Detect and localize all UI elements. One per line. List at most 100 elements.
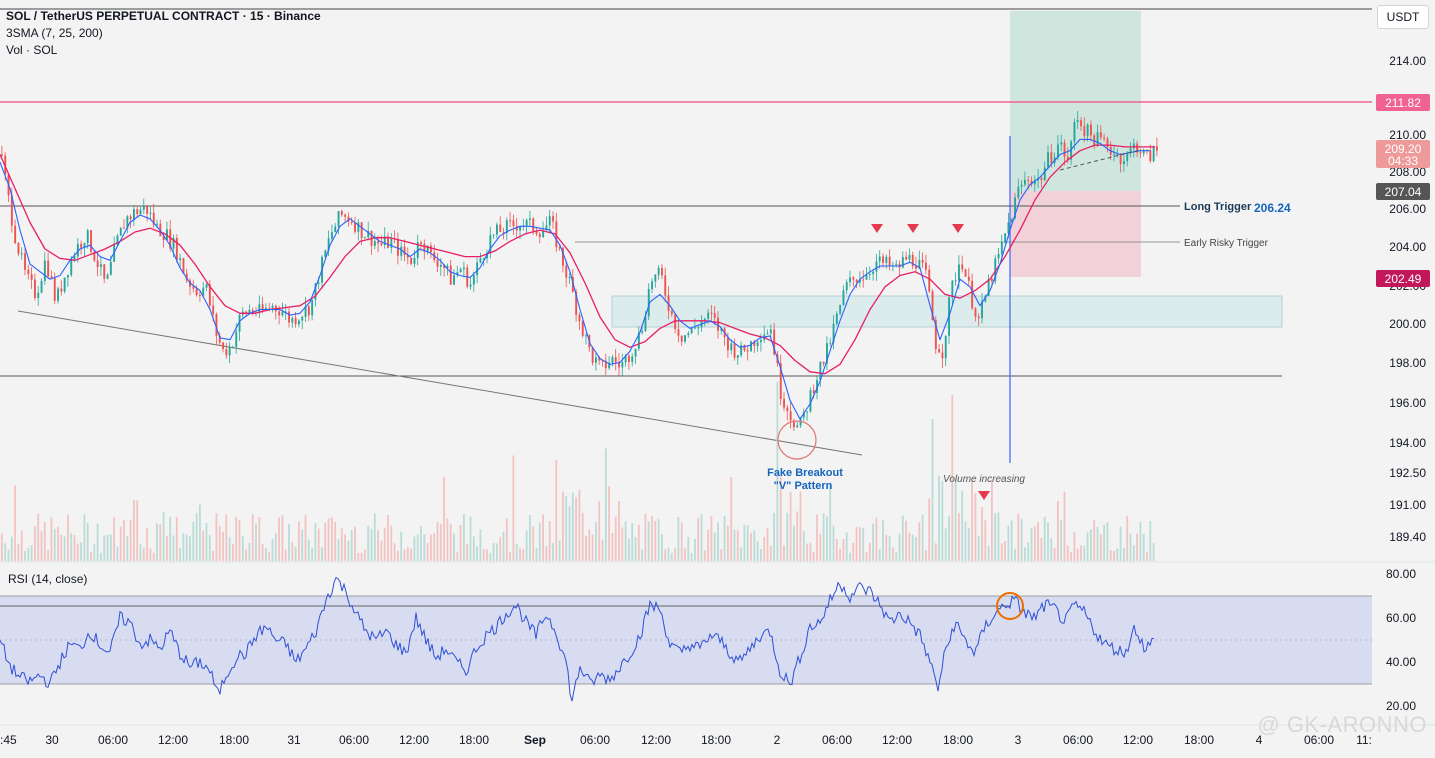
volume-bar	[925, 550, 927, 561]
volume-bar	[169, 516, 172, 561]
candle-body	[657, 268, 660, 275]
volume-bar	[149, 548, 152, 561]
time-tick-label: 18:00	[459, 733, 489, 747]
candle-body	[766, 333, 769, 335]
candle-body	[109, 261, 112, 275]
candle-body	[598, 357, 601, 361]
volume-bar	[545, 545, 548, 561]
time-tick-label: Sep	[524, 733, 546, 747]
volume-bar	[274, 533, 277, 561]
volume-bar	[816, 514, 818, 561]
volume-bar	[595, 522, 597, 561]
candle-body	[651, 281, 653, 290]
candle-body	[852, 277, 855, 280]
volume-bar	[70, 533, 73, 561]
volume-bar	[238, 519, 241, 561]
candle-body	[357, 222, 360, 232]
candle-body	[1142, 150, 1145, 154]
volume-bar	[463, 514, 465, 561]
currency-button[interactable]: USDT	[1377, 5, 1429, 29]
volume-bar	[905, 520, 907, 561]
volume-bar	[492, 543, 495, 561]
candle-body	[146, 205, 149, 214]
volume-bar	[720, 549, 723, 561]
price-badge-label: 202.49	[1385, 272, 1422, 286]
candle-body	[835, 313, 838, 324]
candle-body	[875, 261, 878, 272]
candle-body	[565, 265, 568, 278]
candle-body	[1014, 197, 1016, 219]
long-stop-zone	[1010, 191, 1141, 277]
volume-bar	[743, 524, 746, 561]
volume-bar	[723, 515, 726, 561]
time-tick-label: 2	[774, 733, 781, 747]
candle-body	[63, 277, 66, 292]
volume-bar	[736, 530, 739, 561]
candle-body	[175, 238, 178, 261]
candle-body	[1050, 152, 1053, 163]
candle-body	[463, 267, 465, 270]
volume-bar	[651, 516, 653, 561]
candle-body	[641, 330, 644, 333]
candle-body	[637, 332, 640, 349]
candle-body	[918, 259, 921, 269]
candle-body	[469, 284, 472, 287]
candle-body	[271, 305, 274, 309]
candle-body	[334, 226, 337, 233]
volume-bar	[307, 539, 310, 561]
candle-body	[304, 306, 307, 317]
candle-body	[169, 229, 172, 249]
volume-bar	[614, 516, 617, 561]
candle-body	[47, 260, 50, 277]
volume-bar	[901, 515, 904, 561]
candle-body	[756, 342, 759, 346]
volume-bar	[1066, 545, 1069, 561]
early-trigger-label: Early Risky Trigger	[1184, 238, 1269, 249]
candle-body	[888, 256, 891, 266]
volume-bar	[166, 536, 168, 561]
candle-body	[222, 342, 224, 350]
volume-bar	[558, 540, 561, 561]
volume-legend: Vol · SOL	[6, 43, 58, 57]
candle-body	[684, 335, 686, 342]
volume-bar	[865, 551, 868, 561]
volume-bar	[265, 547, 267, 561]
volume-bar	[1020, 518, 1023, 561]
volume-bar	[773, 512, 775, 561]
volume-bar	[60, 534, 63, 561]
volume-bar	[14, 485, 16, 561]
candle-body	[1076, 120, 1079, 123]
candle-body	[1004, 233, 1007, 242]
candle-body	[453, 275, 455, 285]
volume-bar	[1037, 522, 1039, 561]
volume-bar	[826, 516, 828, 561]
volume-bar	[426, 542, 429, 561]
volume-bar	[987, 545, 990, 561]
price-tick-label: 198.00	[1389, 356, 1426, 370]
rsi-legend: RSI (14, close)	[8, 572, 88, 586]
time-tick-label: 06:00	[822, 733, 852, 747]
volume-bar	[1116, 548, 1119, 561]
volume-bar	[657, 519, 660, 561]
candle-body	[710, 312, 713, 314]
candle-body	[529, 218, 531, 220]
candle-body	[327, 238, 330, 251]
volume-bar	[713, 532, 716, 561]
volume-bar	[1030, 527, 1033, 561]
candle-body	[538, 234, 541, 238]
volume-bar	[974, 493, 977, 561]
sma-legend: 3SMA (7, 25, 200)	[6, 26, 103, 40]
candle-body	[317, 282, 320, 284]
volume-bar	[1076, 548, 1079, 561]
volume-bar	[1070, 552, 1072, 561]
candle-body	[1103, 137, 1106, 139]
volume-bar	[1083, 545, 1086, 561]
volume-bar	[760, 549, 762, 561]
volume-bar	[146, 528, 148, 561]
price-tick-label: 206.00	[1389, 202, 1426, 216]
volume-bar	[618, 500, 620, 561]
volume-bar	[1129, 533, 1132, 561]
volume-bar	[133, 499, 135, 561]
